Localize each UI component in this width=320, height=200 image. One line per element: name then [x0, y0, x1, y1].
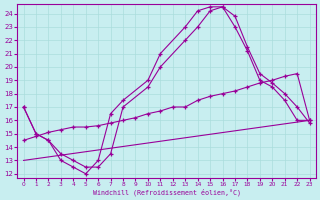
X-axis label: Windchill (Refroidissement éolien,°C): Windchill (Refroidissement éolien,°C) [92, 188, 241, 196]
